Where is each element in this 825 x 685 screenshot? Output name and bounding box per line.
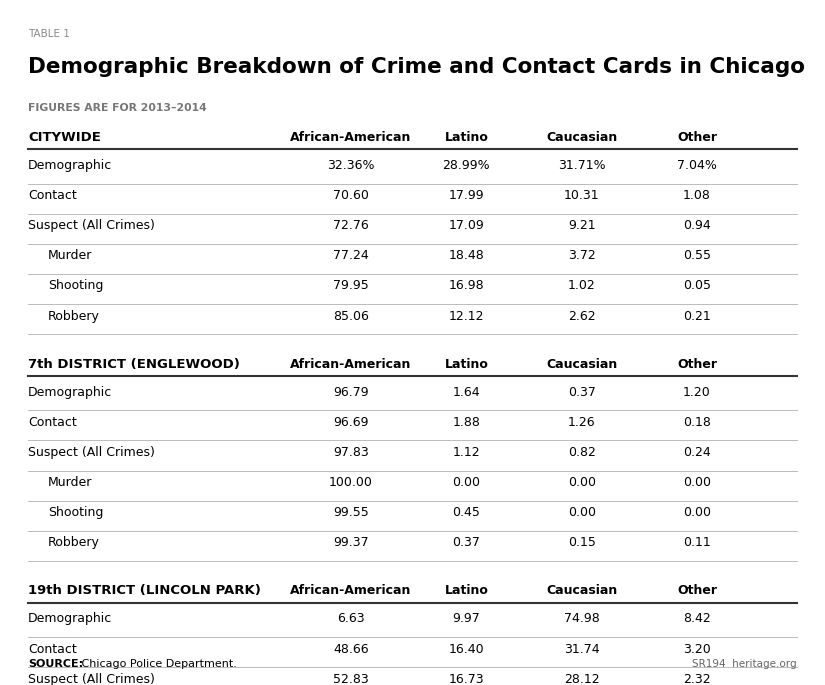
Text: Suspect (All Crimes): Suspect (All Crimes) bbox=[28, 219, 155, 232]
Text: 0.55: 0.55 bbox=[683, 249, 711, 262]
Text: 7.04%: 7.04% bbox=[677, 159, 717, 172]
Text: 17.99: 17.99 bbox=[449, 189, 484, 202]
Text: 12.12: 12.12 bbox=[449, 310, 484, 323]
Text: Demographic: Demographic bbox=[28, 386, 112, 399]
Text: 9.97: 9.97 bbox=[452, 612, 480, 625]
Text: 3.20: 3.20 bbox=[683, 643, 711, 656]
Text: 17.09: 17.09 bbox=[449, 219, 484, 232]
Text: 1.20: 1.20 bbox=[683, 386, 711, 399]
Text: 1.88: 1.88 bbox=[452, 416, 480, 429]
Text: SOURCE:: SOURCE: bbox=[28, 658, 83, 669]
Text: Shooting: Shooting bbox=[48, 506, 103, 519]
Text: 7th DISTRICT (ENGLEWOOD): 7th DISTRICT (ENGLEWOOD) bbox=[28, 358, 240, 371]
Text: 10.31: 10.31 bbox=[563, 189, 600, 202]
Text: Latino: Latino bbox=[445, 131, 488, 144]
Text: 72.76: 72.76 bbox=[333, 219, 369, 232]
Text: 74.98: 74.98 bbox=[563, 612, 600, 625]
Text: 79.95: 79.95 bbox=[333, 279, 369, 292]
Text: Contact: Contact bbox=[28, 416, 77, 429]
Text: 77.24: 77.24 bbox=[333, 249, 369, 262]
Text: FIGURES ARE FOR 2013–2014: FIGURES ARE FOR 2013–2014 bbox=[28, 103, 207, 114]
Text: 16.40: 16.40 bbox=[449, 643, 484, 656]
Text: Demographic: Demographic bbox=[28, 159, 112, 172]
Text: 0.45: 0.45 bbox=[452, 506, 480, 519]
Text: Suspect (All Crimes): Suspect (All Crimes) bbox=[28, 673, 155, 685]
Text: 0.94: 0.94 bbox=[683, 219, 711, 232]
Text: 48.66: 48.66 bbox=[333, 643, 369, 656]
Text: Murder: Murder bbox=[48, 249, 92, 262]
Text: Latino: Latino bbox=[445, 358, 488, 371]
Text: Contact: Contact bbox=[28, 189, 77, 202]
Text: 99.55: 99.55 bbox=[333, 506, 369, 519]
Text: 0.82: 0.82 bbox=[568, 446, 596, 459]
Text: 0.37: 0.37 bbox=[568, 386, 596, 399]
Text: 32.36%: 32.36% bbox=[328, 159, 375, 172]
Text: Shooting: Shooting bbox=[48, 279, 103, 292]
Text: 28.99%: 28.99% bbox=[442, 159, 490, 172]
Text: 85.06: 85.06 bbox=[333, 310, 369, 323]
Text: 1.26: 1.26 bbox=[568, 416, 596, 429]
Text: 0.24: 0.24 bbox=[683, 446, 711, 459]
Text: 96.79: 96.79 bbox=[333, 386, 369, 399]
Text: CITYWIDE: CITYWIDE bbox=[28, 131, 101, 144]
Text: Caucasian: Caucasian bbox=[546, 358, 617, 371]
Text: 8.42: 8.42 bbox=[683, 612, 711, 625]
Text: 0.15: 0.15 bbox=[568, 536, 596, 549]
Text: 0.37: 0.37 bbox=[452, 536, 480, 549]
Text: Caucasian: Caucasian bbox=[546, 584, 617, 597]
Text: 96.69: 96.69 bbox=[333, 416, 369, 429]
Text: 70.60: 70.60 bbox=[333, 189, 369, 202]
Text: 2.62: 2.62 bbox=[568, 310, 596, 323]
Text: SR194  heritage.org: SR194 heritage.org bbox=[692, 658, 797, 669]
Text: African-American: African-American bbox=[290, 131, 412, 144]
Text: African-American: African-American bbox=[290, 584, 412, 597]
Text: Latino: Latino bbox=[445, 584, 488, 597]
Text: Other: Other bbox=[677, 358, 717, 371]
Text: Caucasian: Caucasian bbox=[546, 131, 617, 144]
Text: Demographic: Demographic bbox=[28, 612, 112, 625]
Text: 18.48: 18.48 bbox=[449, 249, 484, 262]
Text: 52.83: 52.83 bbox=[333, 673, 369, 685]
Text: 1.08: 1.08 bbox=[683, 189, 711, 202]
Text: Robbery: Robbery bbox=[48, 536, 100, 549]
Text: Suspect (All Crimes): Suspect (All Crimes) bbox=[28, 446, 155, 459]
Text: 1.64: 1.64 bbox=[452, 386, 480, 399]
Text: 99.37: 99.37 bbox=[333, 536, 369, 549]
Text: 6.63: 6.63 bbox=[337, 612, 365, 625]
Text: 0.00: 0.00 bbox=[683, 506, 711, 519]
Text: Robbery: Robbery bbox=[48, 310, 100, 323]
Text: TABLE 1: TABLE 1 bbox=[28, 29, 70, 40]
Text: 1.02: 1.02 bbox=[568, 279, 596, 292]
Text: Chicago Police Department.: Chicago Police Department. bbox=[78, 658, 237, 669]
Text: 0.00: 0.00 bbox=[568, 476, 596, 489]
Text: 0.05: 0.05 bbox=[683, 279, 711, 292]
Text: 1.12: 1.12 bbox=[452, 446, 480, 459]
Text: 16.98: 16.98 bbox=[449, 279, 484, 292]
Text: Murder: Murder bbox=[48, 476, 92, 489]
Text: 0.18: 0.18 bbox=[683, 416, 711, 429]
Text: Other: Other bbox=[677, 131, 717, 144]
Text: Contact: Contact bbox=[28, 643, 77, 656]
Text: 2.32: 2.32 bbox=[683, 673, 711, 685]
Text: Other: Other bbox=[677, 584, 717, 597]
Text: African-American: African-American bbox=[290, 358, 412, 371]
Text: 16.73: 16.73 bbox=[449, 673, 484, 685]
Text: 28.12: 28.12 bbox=[563, 673, 600, 685]
Text: 0.21: 0.21 bbox=[683, 310, 711, 323]
Text: 3.72: 3.72 bbox=[568, 249, 596, 262]
Text: 31.74: 31.74 bbox=[563, 643, 600, 656]
Text: 9.21: 9.21 bbox=[568, 219, 596, 232]
Text: 0.00: 0.00 bbox=[568, 506, 596, 519]
Text: Demographic Breakdown of Crime and Contact Cards in Chicago: Demographic Breakdown of Crime and Conta… bbox=[28, 57, 805, 77]
Text: 0.00: 0.00 bbox=[683, 476, 711, 489]
Text: 100.00: 100.00 bbox=[329, 476, 373, 489]
Text: 31.71%: 31.71% bbox=[558, 159, 606, 172]
Text: 97.83: 97.83 bbox=[333, 446, 369, 459]
Text: 19th DISTRICT (LINCOLN PARK): 19th DISTRICT (LINCOLN PARK) bbox=[28, 584, 261, 597]
Text: 0.00: 0.00 bbox=[452, 476, 480, 489]
Text: 0.11: 0.11 bbox=[683, 536, 711, 549]
